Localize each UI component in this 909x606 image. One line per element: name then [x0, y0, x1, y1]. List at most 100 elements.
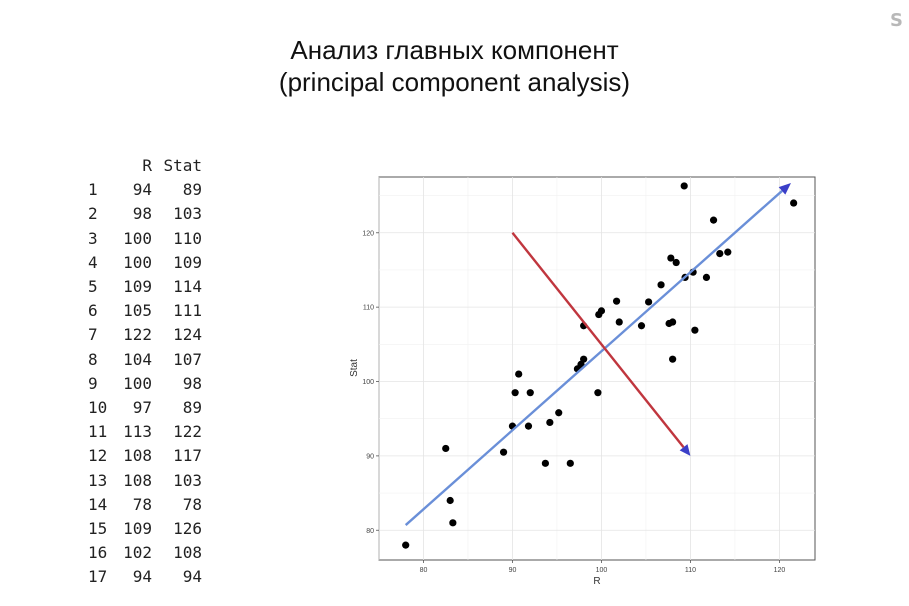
data-point [566, 459, 574, 467]
table-cell-index: 7 [88, 325, 98, 345]
data-point [790, 199, 798, 207]
table-row: 3 100 110 [88, 227, 202, 251]
table-cell-index: 14 [88, 494, 108, 514]
data-point [657, 281, 665, 289]
table-row: 16 102 108 [88, 541, 202, 565]
table-cell-r: 122 [123, 325, 152, 345]
data-point [612, 297, 621, 305]
table-cell-stat: 114 [173, 277, 202, 297]
table-cell-r: 113 [123, 422, 152, 442]
table-cell-r: 94 [132, 180, 152, 200]
table-cell-r: 100 [123, 373, 152, 393]
data-point [645, 298, 653, 306]
table-header-stat: Stat [163, 156, 202, 175]
data-point [669, 318, 677, 326]
x-tick-label: 120 [774, 567, 786, 574]
table-cell-index: 15 [88, 519, 108, 539]
y-tick-label: 110 [363, 305, 374, 312]
table-cell-index: 11 [88, 422, 108, 442]
table-body: 1 94 89 2 98 103 3 100 110 4 100 109 5 109 114 6 105 111 7… [88, 178, 202, 589]
data-table: R Stat 1 94 89 2 98 103 3 100 110 4 100 109 5 109 114 6… [88, 154, 202, 590]
data-point [580, 355, 588, 363]
y-axis-ticks: 80 90 100 110 120 [362, 230, 379, 535]
y-tick-label: 80 [366, 528, 374, 535]
data-point [555, 409, 563, 417]
data-point [667, 254, 675, 262]
plot-panel [378, 176, 816, 561]
table-cell-stat: 103 [173, 204, 202, 224]
table-cell-index: 2 [88, 204, 98, 224]
table-cell-index: 4 [88, 252, 98, 272]
table-cell-stat: 122 [173, 422, 202, 442]
table-cell-stat: 117 [173, 446, 202, 466]
table-cell-index: 10 [88, 398, 108, 418]
table-row: 14 78 78 [88, 493, 202, 517]
title-line-2: (principal component analysis) [278, 67, 631, 97]
table-cell-r: 100 [123, 252, 152, 272]
data-point [709, 216, 718, 224]
data-point [615, 318, 623, 326]
table-cell-index: 9 [88, 373, 98, 393]
points [402, 182, 798, 549]
data-point [449, 519, 457, 527]
table-cell-stat: 98 [182, 373, 202, 393]
table-cell-stat: 111 [173, 301, 202, 321]
table-row: 1 94 89 [88, 178, 202, 202]
table-row: 5 109 114 [88, 275, 202, 299]
table-row: 7 122 124 [88, 323, 202, 347]
x-tick-label: 110 [685, 567, 696, 574]
title-line-1: Анализ главных компонент [290, 35, 619, 65]
slide-title: Анализ главных компонент (principal comp… [0, 34, 909, 98]
table-cell-r: 94 [132, 567, 152, 587]
data-point [499, 448, 508, 456]
table-row: 2 98 103 [88, 202, 202, 226]
y-axis-label: Stat [349, 359, 360, 377]
grid [378, 177, 815, 560]
table-cell-r: 109 [123, 519, 152, 539]
table-row: 4 100 109 [88, 251, 202, 275]
table-row: 11 113 122 [88, 420, 202, 444]
x-tick-label: 80 [420, 567, 428, 574]
table-cell-index: 6 [88, 301, 98, 321]
table-cell-r: 97 [132, 398, 152, 418]
table-cell-r: 78 [132, 494, 152, 514]
data-point [402, 541, 410, 549]
table-row: 10 97 89 [88, 396, 202, 420]
table-cell-r: 98 [132, 204, 152, 224]
data-point [637, 322, 646, 330]
y-tick-label: 90 [366, 453, 374, 460]
corner-glyph: S [890, 10, 903, 31]
data-point [669, 355, 677, 363]
table-cell-stat: 108 [173, 543, 202, 563]
data-point [515, 370, 523, 378]
table-cell-r: 102 [123, 543, 152, 563]
table-cell-r: 109 [123, 277, 152, 297]
y-tick-label: 100 [362, 379, 374, 386]
x-axis-label: R [593, 576, 600, 587]
data-point [541, 459, 549, 467]
data-point [546, 418, 554, 427]
table-cell-r: 105 [123, 301, 152, 321]
table-header: R Stat [88, 154, 202, 178]
table-cell-index: 8 [88, 349, 98, 369]
table-cell-stat: 124 [173, 325, 202, 345]
table-row: 12 108 117 [88, 444, 202, 468]
table-cell-stat: 103 [173, 470, 202, 490]
data-point [716, 250, 724, 258]
x-tick-label: 100 [596, 567, 608, 574]
data-point [526, 389, 534, 397]
table-cell-index: 3 [88, 228, 98, 248]
table-cell-stat: 94 [182, 567, 202, 587]
table-row: 8 104 107 [88, 348, 202, 372]
table-cell-r: 108 [123, 470, 152, 490]
x-tick-label: 90 [509, 567, 517, 574]
x-axis-ticks: 80 90 100 110 120 [420, 560, 786, 574]
pc2-arrow-line [511, 232, 685, 449]
table-cell-stat: 89 [182, 398, 202, 418]
pc1-arrow-line [404, 190, 783, 526]
table-cell-stat: 109 [173, 252, 202, 272]
table-cell-index: 5 [88, 277, 98, 297]
table-row: 13 108 103 [88, 469, 202, 493]
data-point [597, 307, 606, 315]
